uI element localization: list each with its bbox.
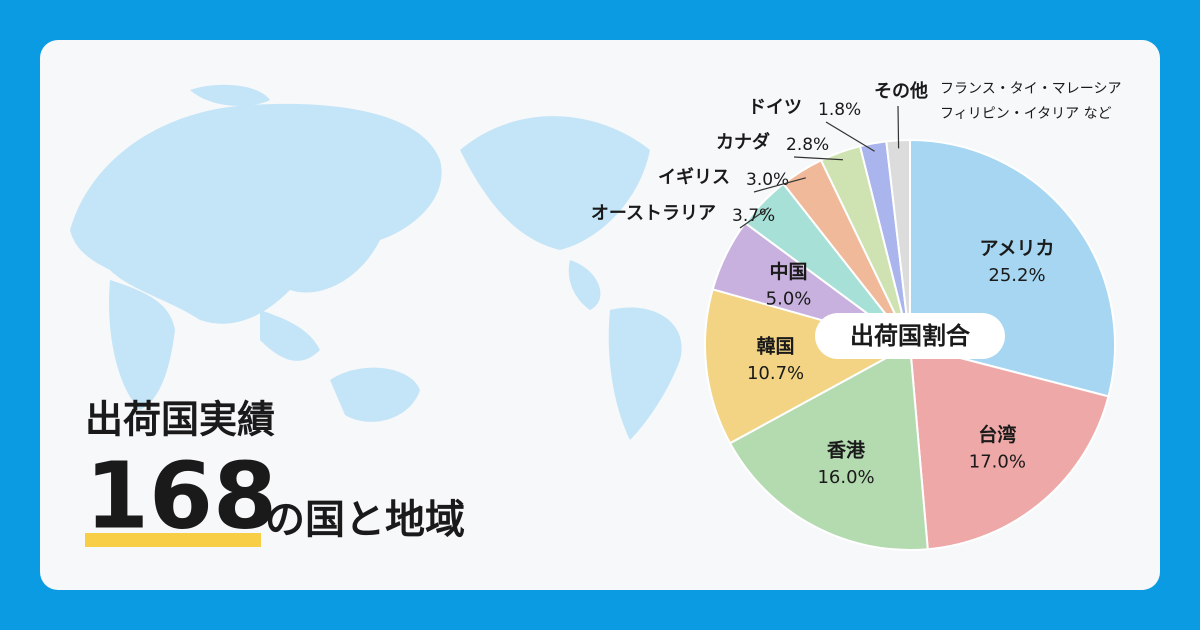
pie-title-pill: [815, 313, 1005, 359]
world-map: [70, 84, 682, 440]
slice-label: 香港: [826, 440, 866, 462]
value-label: 1.8%: [818, 100, 861, 120]
leader-line: [753, 177, 806, 193]
slice-label: 中国: [770, 260, 808, 283]
value-label: 17.0%: [969, 451, 1026, 472]
leader-line: [739, 207, 770, 229]
leader-line: [793, 156, 843, 161]
pie-slice: [908, 343, 1110, 551]
slice-label: ドイツ: [748, 97, 802, 118]
pie-slice: [728, 343, 929, 551]
slice-label: 台湾: [978, 423, 1016, 446]
slice-label: オーストラリア: [591, 203, 716, 224]
value-label: 2.8%: [786, 135, 829, 155]
underline: [85, 533, 261, 547]
value-label: 16.0%: [817, 467, 874, 488]
headline: 出荷国実績: [85, 398, 275, 442]
count-suffix: の国と地域: [265, 497, 465, 543]
other-note: フィリピン・イタリア など: [940, 106, 1112, 122]
slice-label: アメリカ: [979, 238, 1054, 260]
count: 168: [85, 442, 277, 549]
slice-label: イギリス: [658, 167, 730, 188]
value-label: 5.0%: [766, 288, 812, 309]
leader-line: [825, 121, 875, 152]
pie-slice: [704, 288, 913, 445]
value-label: 25.2%: [988, 265, 1045, 286]
pie: [704, 138, 1116, 551]
value-label: 10.7%: [747, 363, 804, 384]
value-label: 3.7%: [732, 206, 775, 226]
leader-line: [897, 105, 900, 149]
pie-title: 出荷国割合: [850, 322, 971, 350]
slice-label: カナダ: [716, 131, 770, 153]
value-label: 3.0%: [746, 170, 789, 190]
slice-label: 韓国: [757, 335, 795, 358]
other-note: フランス・タイ・マレーシア: [940, 81, 1121, 97]
slice-label: その他: [874, 80, 928, 102]
